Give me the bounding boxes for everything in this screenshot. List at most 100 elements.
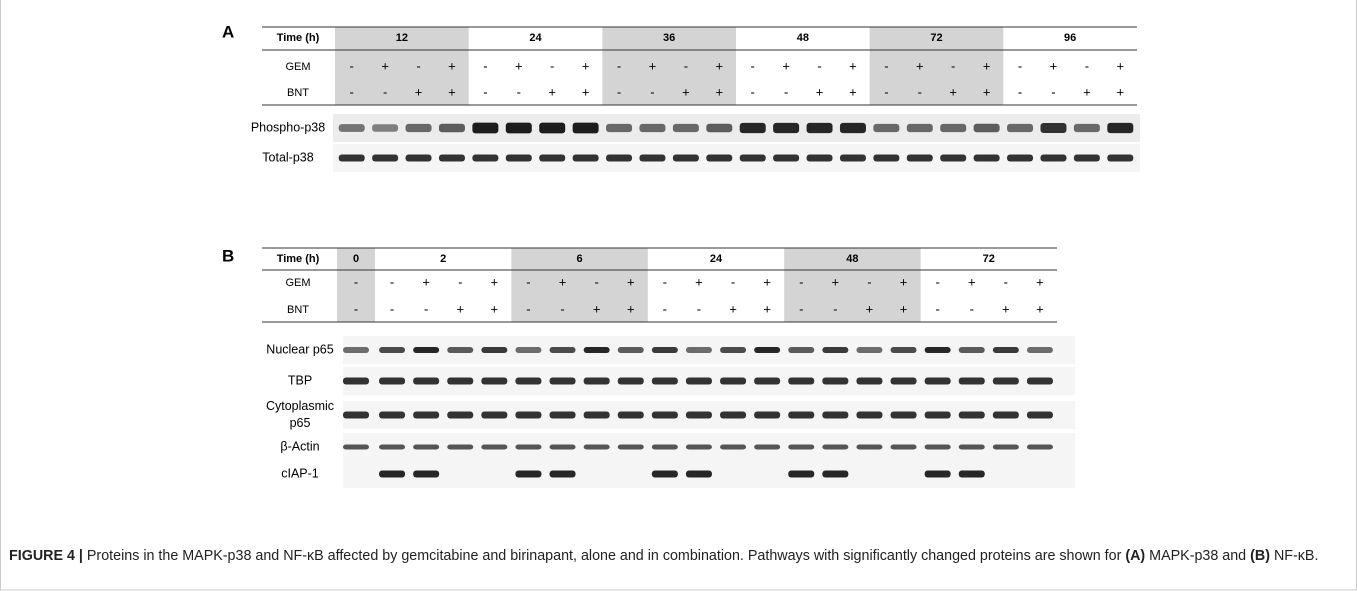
caption-label: FIGURE 4 | bbox=[9, 548, 83, 564]
bnt-sign: - bbox=[697, 301, 701, 316]
time-label: 6 bbox=[577, 253, 583, 265]
gem-sign: - bbox=[390, 274, 394, 289]
blot-band bbox=[856, 412, 882, 419]
blot-label: p65 bbox=[290, 416, 311, 430]
blot-band bbox=[891, 412, 917, 419]
bnt-sign: + bbox=[448, 84, 456, 99]
blot-band bbox=[379, 412, 405, 419]
blot-band bbox=[1027, 412, 1053, 419]
row-label: GEM bbox=[285, 277, 310, 289]
blot-band bbox=[573, 123, 599, 134]
blot-band bbox=[822, 471, 848, 478]
blot-band bbox=[1074, 124, 1100, 132]
blot-band bbox=[481, 378, 507, 385]
blot-band bbox=[720, 412, 746, 419]
blot-band bbox=[379, 445, 405, 450]
blot-band bbox=[550, 471, 576, 478]
gem-sign: - bbox=[817, 58, 821, 73]
blot-band bbox=[706, 155, 732, 162]
bnt-sign: + bbox=[1036, 301, 1044, 316]
blot-band bbox=[873, 124, 899, 132]
blot-band bbox=[856, 445, 882, 450]
blot-band bbox=[720, 378, 746, 385]
blot-band bbox=[413, 412, 439, 419]
blot-band bbox=[754, 412, 780, 419]
gem-sign: + bbox=[695, 274, 703, 289]
blot-band bbox=[993, 412, 1019, 419]
bnt-sign: + bbox=[415, 84, 423, 99]
time-label: 72 bbox=[930, 32, 942, 44]
blot-band bbox=[925, 378, 951, 385]
bnt-sign: + bbox=[582, 84, 590, 99]
figure: A12--+--+++24--+--+++36--+--+++48--+--++… bbox=[0, 0, 1357, 591]
gem-sign: - bbox=[1018, 58, 1022, 73]
blot-band bbox=[573, 155, 599, 162]
caption-ref: (A) bbox=[1125, 548, 1145, 564]
blot-band bbox=[1074, 155, 1100, 162]
bnt-sign: - bbox=[751, 84, 755, 99]
blot-band bbox=[788, 445, 814, 450]
bnt-sign: - bbox=[799, 301, 803, 316]
bnt-sign: - bbox=[526, 301, 530, 316]
gem-sign: + bbox=[559, 274, 567, 289]
caption-text: NF-κB. bbox=[1270, 548, 1318, 564]
bnt-sign: + bbox=[593, 301, 601, 316]
blot-band bbox=[372, 124, 398, 132]
blot-band bbox=[406, 155, 432, 162]
blot-label: β-Actin bbox=[280, 439, 319, 453]
blot-band bbox=[584, 445, 610, 450]
blot-band bbox=[515, 445, 541, 450]
blot-band bbox=[822, 378, 848, 385]
blot-band bbox=[379, 347, 405, 353]
blot-band bbox=[413, 347, 439, 353]
blot-band bbox=[1027, 378, 1053, 385]
gem-sign: - bbox=[663, 274, 667, 289]
gem-sign: - bbox=[350, 58, 354, 73]
blot-band bbox=[339, 124, 365, 132]
blot-band bbox=[891, 378, 917, 385]
bnt-sign: + bbox=[548, 84, 556, 99]
time-label: 12 bbox=[396, 32, 408, 44]
blot-band bbox=[686, 471, 712, 478]
blot-band bbox=[343, 347, 369, 353]
blot-band bbox=[1040, 155, 1066, 162]
blot-band bbox=[940, 155, 966, 162]
blot-band bbox=[447, 412, 473, 419]
blot-band bbox=[618, 412, 644, 419]
blot-band bbox=[481, 412, 507, 419]
gem-sign: - bbox=[354, 274, 358, 289]
blot-band bbox=[840, 123, 866, 133]
bnt-sign: + bbox=[729, 301, 737, 316]
gem-sign: - bbox=[684, 58, 688, 73]
blot-band bbox=[515, 347, 541, 353]
gem-sign: + bbox=[983, 58, 991, 73]
blot-band bbox=[515, 471, 541, 478]
blot-band bbox=[584, 378, 610, 385]
blot-band bbox=[822, 445, 848, 450]
blot-band bbox=[856, 378, 882, 385]
blot-band bbox=[959, 412, 985, 419]
gem-sign: - bbox=[550, 58, 554, 73]
figure-graphic: A12--+--+++24--+--+++36--+--+++48--+--++… bbox=[0, 0, 1357, 591]
blot-band bbox=[822, 412, 848, 419]
blot-band bbox=[706, 124, 732, 133]
blot-band bbox=[993, 445, 1019, 450]
blot-band bbox=[343, 378, 369, 385]
blot-band bbox=[606, 124, 632, 132]
blot-band bbox=[343, 445, 369, 450]
blot-band bbox=[372, 155, 398, 162]
bnt-sign: - bbox=[1018, 84, 1022, 99]
blot-band bbox=[472, 155, 498, 162]
blot-band bbox=[584, 412, 610, 419]
gem-sign: + bbox=[715, 58, 723, 73]
gem-sign: + bbox=[1116, 58, 1124, 73]
bnt-sign: + bbox=[682, 84, 690, 99]
blot-band bbox=[907, 155, 933, 162]
blot-band bbox=[788, 412, 814, 419]
blot-band bbox=[788, 378, 814, 385]
panel-label: B bbox=[222, 246, 234, 265]
gem-sign: - bbox=[799, 274, 803, 289]
gem-sign: - bbox=[1085, 58, 1089, 73]
caption: FIGURE 4 | Proteins in the MAPK-p38 and … bbox=[9, 545, 1354, 567]
bnt-sign: - bbox=[784, 84, 788, 99]
